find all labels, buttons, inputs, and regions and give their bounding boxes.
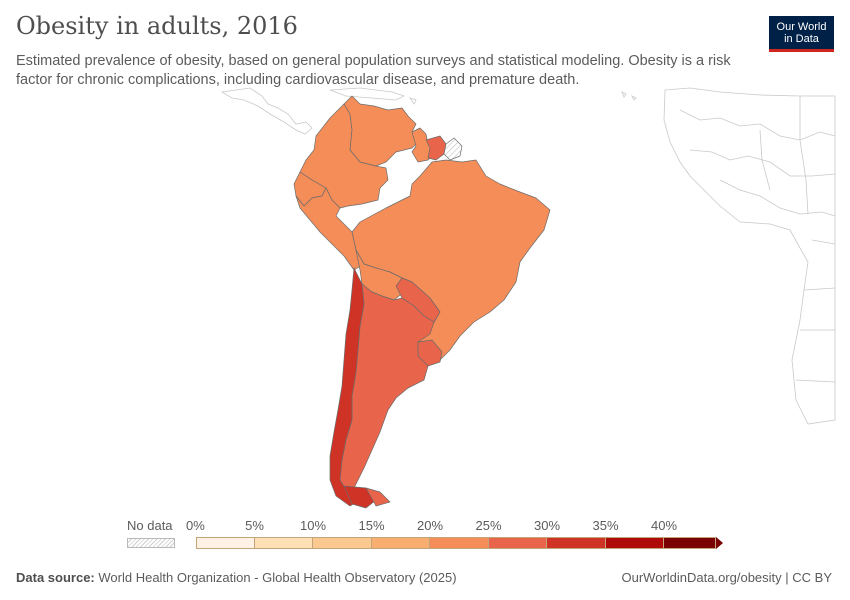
legend-no-data-swatch[interactable] (127, 538, 175, 548)
chart-subtitle: Estimated prevalence of obesity, based o… (16, 53, 731, 88)
africa-border-4 (759, 96, 836, 383)
africa-border-1 (679, 109, 836, 141)
africa-border-2 (689, 149, 836, 177)
legend-tick-label: 30% (533, 518, 561, 533)
logo-line-1: Our World (776, 21, 827, 33)
footer-source-text[interactable]: World Health Organization - Global Healt… (98, 570, 457, 585)
legend-bin-25-30[interactable] (488, 537, 547, 549)
legend-bin-10-15[interactable] (313, 537, 372, 549)
country-tierra-del-fuego-argentina[interactable] (365, 487, 391, 507)
legend-overflow-arrow (716, 537, 723, 549)
footer-link[interactable]: OurWorldinData.org/obesity | CC BY (621, 570, 833, 585)
africa-outline (663, 87, 836, 425)
context-countries-africa (663, 87, 836, 425)
legend-bin-40-45[interactable] (664, 537, 716, 549)
legend-bin-30-35[interactable] (547, 537, 606, 549)
legend-bin-20-25[interactable] (430, 537, 489, 549)
country-suriname[interactable] (425, 135, 447, 161)
logo-line-2: in Data (784, 33, 819, 45)
africa-border-3 (719, 179, 836, 217)
country-venezuela[interactable] (343, 95, 421, 167)
legend-tick-label: 35% (592, 518, 619, 533)
chart-title: Obesity in adults, 2016 (16, 12, 298, 40)
footer-source: Data source: World Health Organization -… (16, 570, 457, 585)
country-bolivia[interactable] (355, 249, 405, 301)
legend-bin-5-10[interactable] (254, 537, 313, 549)
central-america-outline (220, 87, 313, 135)
legend-bin-35-40[interactable] (605, 537, 664, 549)
country-french-guiana[interactable] (443, 137, 463, 161)
legend-tick-label: 10% (299, 518, 327, 533)
caribbean-islands-outline (409, 91, 637, 105)
country-peru[interactable] (295, 187, 365, 271)
caribbean-outline (329, 87, 406, 101)
legend-bin-0-5[interactable] (196, 537, 255, 549)
legend-no-data-label: No data (127, 518, 173, 533)
legend-tick-label: 0% (186, 518, 205, 533)
legend-tick-label: 40% (650, 518, 678, 533)
legend-tick-label: 20% (416, 518, 444, 533)
context-countries-north (220, 87, 637, 135)
south-america (293, 95, 551, 509)
legend-tick-label: 25% (475, 518, 502, 533)
footer-source-label: Data source: (16, 570, 95, 585)
legend-tick-label: 15% (358, 518, 385, 533)
owid-logo[interactable]: Our World in Data (769, 16, 834, 52)
legend-bin-15-20[interactable] (371, 537, 430, 549)
legend-tick-label: 5% (245, 518, 264, 533)
